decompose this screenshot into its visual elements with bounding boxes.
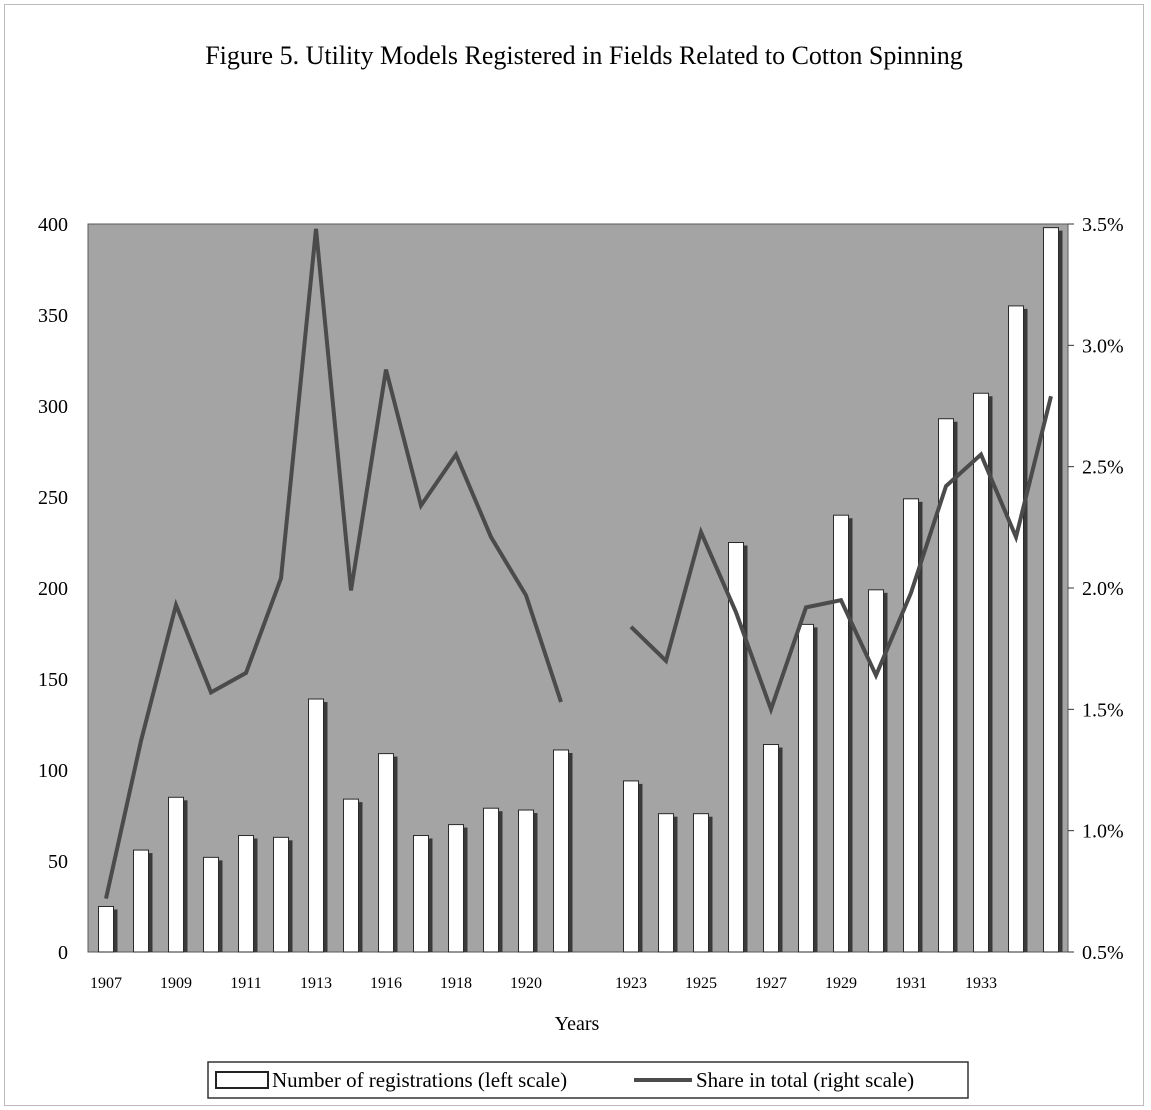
bar-rect [483, 807, 499, 953]
x-tick-label: 1923 [615, 975, 647, 992]
bar [868, 589, 888, 953]
left-tick-label: 0 [58, 942, 68, 964]
left-tick-label: 400 [38, 214, 68, 236]
x-tick-label: 1925 [685, 975, 717, 992]
bar [413, 835, 433, 953]
bar [1043, 227, 1063, 953]
bar [518, 809, 538, 953]
bar-rect [938, 418, 954, 953]
right-tick-label: 3.0% [1082, 335, 1124, 357]
bar [133, 849, 153, 953]
x-tick-label: 1913 [300, 975, 332, 992]
legend-label-bars: Number of registrations (left scale) [272, 1068, 567, 1092]
bar-rect [553, 749, 569, 953]
bar-rect [973, 392, 989, 953]
bar-rect [343, 798, 359, 953]
x-tick-label: 1911 [230, 975, 261, 992]
bar-rect [728, 542, 744, 953]
x-tick-label: 1920 [510, 975, 542, 992]
bar [238, 835, 258, 953]
legend-box [207, 1061, 969, 1099]
bar-rect [203, 856, 219, 953]
right-tick-label: 3.5% [1082, 214, 1124, 236]
line-series [104, 228, 1053, 900]
bar [273, 836, 293, 953]
bar-rect [1043, 227, 1059, 953]
bar [168, 796, 188, 953]
bar-rect [868, 589, 884, 953]
bar [938, 418, 958, 953]
x-tick-label: 1907 [90, 975, 122, 992]
x-tick-label: 1916 [370, 975, 402, 992]
share-line-segment [104, 228, 563, 900]
bar-rect [413, 835, 429, 953]
x-tick-label: 1929 [825, 975, 857, 992]
legend-bar-swatch [215, 1071, 269, 1089]
bar [203, 856, 223, 953]
bar [623, 780, 643, 953]
chart-frame [4, 4, 1144, 1106]
bar-rect [1008, 305, 1024, 953]
bar-rect [903, 498, 919, 953]
x-axis-label: Years [555, 1013, 600, 1035]
bar [448, 824, 468, 953]
x-tick-label: 1927 [755, 975, 787, 992]
legend: Number of registrations (left scale) Sha… [207, 1061, 969, 1099]
left-tick-label: 100 [38, 760, 68, 782]
bar-rect [238, 835, 254, 953]
right-axis-ticks: 0.5% 1.0% 1.5% 2.0% 2.5% 3.0% 3.5% [1068, 214, 1124, 964]
x-tick-label: 1918 [440, 975, 472, 992]
bar-rect [763, 744, 779, 953]
left-tick-label: 250 [38, 487, 68, 509]
left-tick-label: 200 [38, 578, 68, 600]
x-axis-ticks: 1907 1909 1911 1913 1916 1918 1920 1923 1925 1927… [90, 975, 997, 992]
bar [378, 753, 398, 953]
right-tick-label: 1.0% [1082, 821, 1124, 843]
bar-rect [623, 780, 639, 953]
left-tick-label: 50 [48, 851, 68, 873]
bar-rect [518, 809, 534, 953]
bar [903, 498, 923, 953]
bar [833, 514, 853, 953]
bar-rect [273, 836, 289, 953]
bar [658, 813, 678, 953]
x-tick-label: 1909 [160, 975, 192, 992]
bar [973, 392, 993, 953]
bar [728, 542, 748, 953]
chart-title: Figure 5. Utility Models Registered in F… [205, 41, 963, 70]
legend-label-line: Share in total (right scale) [696, 1068, 914, 1092]
bar [483, 807, 503, 953]
left-axis-ticks: 0 50 100 150 200 250 300 350 400 [38, 214, 68, 964]
right-tick-label: 2.0% [1082, 578, 1124, 600]
bar-rect [133, 849, 149, 953]
bar [798, 623, 818, 953]
bar-rect [448, 824, 464, 953]
bar [693, 813, 713, 953]
bar-rect [693, 813, 709, 953]
left-tick-label: 350 [38, 305, 68, 327]
bar-rect [308, 698, 324, 953]
bar [1008, 305, 1028, 953]
bar [553, 749, 573, 953]
bar [763, 744, 783, 953]
right-tick-label: 2.5% [1082, 457, 1124, 479]
left-tick-label: 150 [38, 669, 68, 691]
bar [98, 906, 118, 953]
bar-rect [168, 796, 184, 953]
right-tick-label: 0.5% [1082, 942, 1124, 964]
right-tick-label: 1.5% [1082, 699, 1124, 721]
x-tick-label: 1931 [895, 975, 927, 992]
x-tick-label: 1933 [965, 975, 997, 992]
bar-rect [98, 906, 114, 953]
bar [308, 698, 328, 953]
bar-rect [833, 514, 849, 953]
bar-rect [658, 813, 674, 953]
bar-rect [798, 623, 814, 953]
bar [343, 798, 363, 953]
bar-rect [378, 753, 394, 953]
left-tick-label: 300 [38, 396, 68, 418]
